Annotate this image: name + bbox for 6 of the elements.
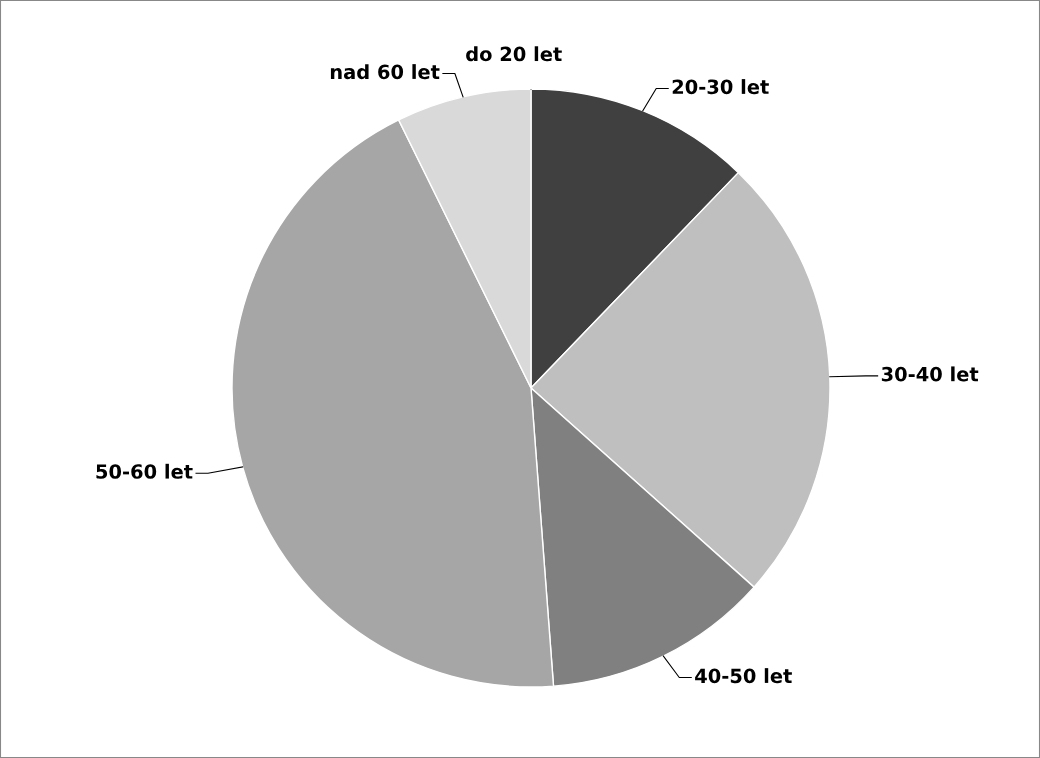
category-label: do 20 let [466,46,562,62]
slice-label: 20-30 let [672,79,769,95]
slice-label: 40-50 let [695,668,792,684]
slice-label: 50-60 let [96,463,193,479]
slice-label: nad 60 let [330,64,440,80]
slice-label: 30-40 let [881,366,979,382]
